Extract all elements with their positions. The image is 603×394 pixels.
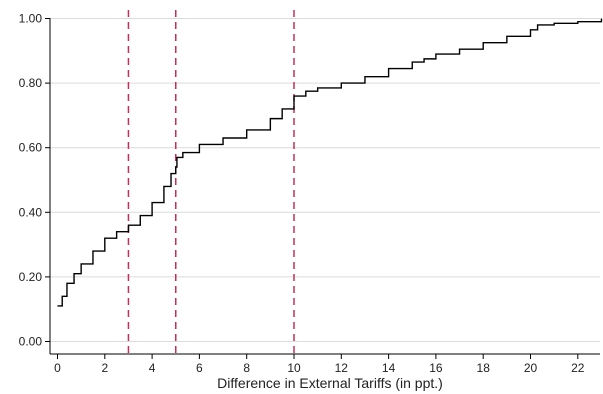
y-tick-label: 0.80 bbox=[19, 76, 43, 90]
x-tick-label: 8 bbox=[243, 361, 250, 375]
x-tick-label: 10 bbox=[287, 361, 301, 375]
x-tick-label: 0 bbox=[54, 361, 61, 375]
cdf-series-line-0 bbox=[57, 18, 603, 307]
x-tick-label: 16 bbox=[429, 361, 443, 375]
x-tick-label: 4 bbox=[149, 361, 156, 375]
x-tick-label: 6 bbox=[196, 361, 203, 375]
y-tick-label: 0.20 bbox=[19, 270, 43, 284]
x-tick-label: 18 bbox=[477, 361, 491, 375]
x-tick-label: 20 bbox=[524, 361, 538, 375]
y-tick-label: 0.00 bbox=[19, 335, 43, 349]
x-ticks: 0 2 4 6 8 10 12 14 16 18 20 22 bbox=[54, 354, 585, 375]
gridlines bbox=[50, 18, 600, 342]
x-tick-label: 22 bbox=[571, 361, 585, 375]
y-ticks: 0.00 0.20 0.40 0.60 0.80 1.00 bbox=[19, 12, 50, 349]
x-tick-label: 2 bbox=[101, 361, 108, 375]
series-layer bbox=[57, 18, 603, 307]
y-tick-label: 0.60 bbox=[19, 141, 43, 155]
axes bbox=[49, 18, 600, 355]
reference-lines bbox=[127, 10, 295, 354]
y-tick-label: 1.00 bbox=[19, 12, 43, 26]
x-axis-title: Difference in External Tariffs (in ppt.) bbox=[217, 375, 443, 391]
x-tick-label: 12 bbox=[335, 361, 349, 375]
x-tick-label: 14 bbox=[382, 361, 396, 375]
y-tick-label: 0.40 bbox=[19, 205, 43, 219]
